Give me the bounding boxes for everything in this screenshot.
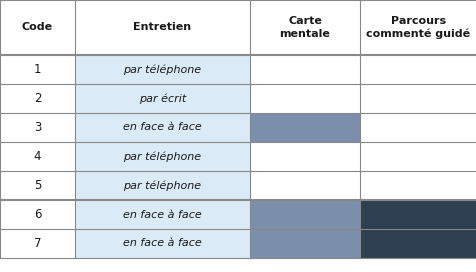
Text: 6: 6	[34, 208, 41, 221]
Text: 3: 3	[34, 121, 41, 134]
Bar	[359, 84, 476, 113]
Text: Code: Code	[22, 23, 53, 32]
Bar	[75, 171, 249, 200]
Bar	[0, 0, 75, 55]
Bar	[249, 171, 359, 200]
Text: Carte
mentale: Carte mentale	[279, 16, 330, 39]
Text: 4: 4	[34, 150, 41, 163]
Bar	[359, 55, 476, 84]
Bar	[75, 200, 249, 229]
Bar	[0, 55, 75, 84]
Bar	[0, 200, 75, 229]
Bar	[249, 229, 359, 258]
Bar	[0, 171, 75, 200]
Bar	[359, 0, 476, 55]
Bar	[359, 200, 476, 229]
Bar	[249, 0, 359, 55]
Text: par téléphone: par téléphone	[123, 64, 201, 75]
Bar	[0, 229, 75, 258]
Bar	[75, 0, 249, 55]
Text: 1: 1	[34, 63, 41, 76]
Text: en face à face: en face à face	[123, 239, 201, 249]
Text: 7: 7	[34, 237, 41, 250]
Text: 5: 5	[34, 179, 41, 192]
Text: en face à face: en face à face	[123, 122, 201, 132]
Bar	[249, 55, 359, 84]
Bar	[249, 113, 359, 142]
Bar	[75, 113, 249, 142]
Text: 2: 2	[34, 92, 41, 105]
Bar	[249, 84, 359, 113]
Text: par téléphone: par téléphone	[123, 180, 201, 191]
Bar	[359, 113, 476, 142]
Bar	[75, 55, 249, 84]
Text: Parcours
commenté guidé: Parcours commenté guidé	[366, 16, 470, 39]
Text: par téléphone: par téléphone	[123, 151, 201, 162]
Bar	[0, 84, 75, 113]
Bar	[249, 200, 359, 229]
Bar	[75, 229, 249, 258]
Text: Entretien: Entretien	[133, 23, 191, 32]
Bar	[249, 142, 359, 171]
Bar	[359, 171, 476, 200]
Bar	[0, 113, 75, 142]
Bar	[359, 142, 476, 171]
Bar	[359, 229, 476, 258]
Bar	[75, 142, 249, 171]
Text: en face à face: en face à face	[123, 209, 201, 220]
Bar	[0, 142, 75, 171]
Bar	[75, 84, 249, 113]
Text: par écrit: par écrit	[139, 93, 186, 104]
